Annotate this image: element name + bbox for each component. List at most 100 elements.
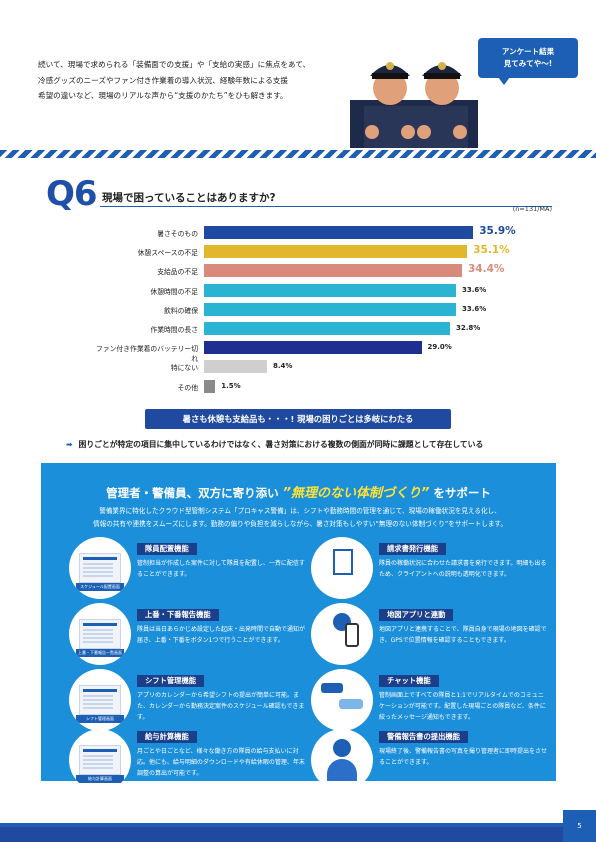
bubble-line: 見てみてや〜!: [503, 59, 553, 68]
feature-card: 上番・下番報告機能 隊員は当日あらかじめ設定した起床・出発時間で自動で通知が届き…: [137, 609, 305, 671]
bar-value-label: 1.5%: [221, 381, 241, 390]
feature-card: シフト管理機能 アプリのカレンダーから希望シフトの提出が簡単に可能。また、カレン…: [137, 675, 305, 737]
phone-map-icon: [345, 623, 359, 647]
bar-value-label: 29.0%: [427, 343, 452, 352]
feature-title: シフト管理機能: [137, 675, 205, 687]
page-number: 5: [563, 810, 596, 842]
thumbnail-tag: シフト管理画面: [76, 715, 124, 723]
q6-bar-chart: 暑さそのもの 35.9% 休憩スペースの不足 35.1% 支給品の不足 34.4% 休憩時間…: [90, 225, 530, 401]
speech-bubble: アンケート結果 見てみてや〜!: [478, 38, 578, 85]
bar-category-label: 特にない: [170, 364, 198, 373]
chat-bubble-icon: [321, 683, 343, 693]
sample-note: (n=131/MA): [512, 205, 552, 213]
arrow-right-icon: ➡: [66, 440, 73, 449]
question-underline: [100, 206, 552, 207]
feature-card: 請求書発行機能 隊員の稼働状況に合わせた請求書を発行できます。明細も出るため、ク…: [379, 543, 547, 605]
bar-category-label: 休憩スペースの不足: [137, 249, 198, 258]
person-icon: [333, 739, 351, 757]
bar-value-label: 8.4%: [273, 362, 293, 371]
chat-bubble-icon: [339, 699, 363, 709]
intro-text: 続いて、現場で求められる「装備面での支援」や「支給の実感」に焦点をあて、 冷感グ…: [38, 57, 338, 104]
panel-title-pre: 管理者・警備員、双方に寄り添い: [106, 486, 279, 500]
conclusion-text: 困りごとが特定の項目に集中しているわけではなく、暑さ対策における複数の側面が同時…: [78, 440, 484, 449]
screen-icon: [79, 685, 121, 715]
feature-body: 月ごとや日ごとなど、様々な働き方の隊員の給与支払いに対応。他にも、給与明細のダウ…: [137, 748, 305, 777]
bar: [204, 226, 474, 239]
stripe-divider: [0, 150, 596, 158]
conclusion: ➡ 困りごとが特定の項目に集中しているわけではなく、暑さ対策における複数の側面が同…: [66, 439, 483, 450]
bubble-line: アンケート結果: [501, 47, 555, 56]
thumbnail-tag: 給与計算画面: [76, 775, 124, 783]
bar-value-label: 32.8%: [456, 324, 481, 332]
bar-value-label: 33.6%: [462, 285, 487, 294]
feature-thumbnail: [311, 537, 373, 599]
page-footer: [0, 823, 596, 842]
feature-thumbnail: [311, 669, 373, 731]
bar-value-label: 35.1%: [473, 244, 510, 257]
screen-icon: [79, 553, 121, 583]
feature-thumbnail: スケジュール配置画面: [69, 537, 131, 599]
intro-line: 冷感グッズのニーズやファン付き作業着の導入状況、経験年数による支援: [38, 75, 288, 85]
feature-body: 隊員の稼働状況に合わせた請求書を発行できます。明細も出るため、クライアントへの説…: [379, 560, 547, 578]
feature-title: 地図アプリと連動: [379, 609, 454, 621]
feature-title: チャット機能: [379, 675, 439, 687]
guards-illustration: [350, 62, 478, 148]
bar-category-label: 暑さそのもの: [157, 230, 198, 238]
panel-title: 管理者・警備員、双方に寄り添い ”無理のない体制づくり” をサポート: [41, 482, 556, 501]
question-number: Q6: [46, 174, 98, 214]
feature-body: 管制画面上ですべての隊員と1:1でリアルタイムでのコミュニケーションが可能です。…: [379, 692, 546, 721]
bar: [204, 283, 456, 297]
panel-lead-line: 情報の共有や連携をスムーズにします。勤務の偏りや負担を減らしながら、暑さ対策もし…: [93, 520, 507, 528]
feature-title: 請求書発行機能: [379, 543, 447, 555]
feature-body: 現場終了後、警備報告書の写真を撮り管理者に即時提出をさせることができます。: [379, 748, 548, 766]
invoice-icon: [333, 549, 353, 575]
person-body-icon: [327, 759, 357, 781]
screen-icon: [79, 745, 121, 775]
feature-thumbnail: 給与計算画面: [69, 729, 131, 791]
bar: [204, 322, 450, 335]
bar-category-label: その他: [177, 383, 198, 392]
feature-body: 管制担当が作成した案件に対して隊員を配置し、一斉に配信することができます。: [137, 560, 305, 578]
question-title: 現場で困っていることはありますか?: [102, 192, 276, 204]
feature-card: 隊員配置機能 管制担当が作成した案件に対して隊員を配置し、一斉に配信することがで…: [137, 543, 305, 605]
feature-body: 地図アプリと連携することで、隊員自身で現場の地図を確認でき、GPSで位置情報を確…: [379, 626, 547, 644]
feature-thumbnail: [311, 603, 373, 665]
bar-value-label: 33.6%: [462, 304, 487, 313]
feature-title: 警備報告書の提出機能: [379, 731, 468, 743]
panel-title-highlight: ”無理のない体制づくり”: [282, 486, 430, 501]
feature-body: 隊員は当日あらかじめ設定した起床・出発時間で自動で通知が届き、上番・下番をボタン…: [137, 626, 306, 644]
feature-title: 隊員配置機能: [137, 543, 197, 555]
feature-panel: 管理者・警備員、双方に寄り添い ”無理のない体制づくり” をサポート 警備業界に…: [41, 463, 556, 791]
bar-category-label: 作業時間の長さ: [150, 326, 198, 334]
intro-line: 希望の違いなど、現場のリアルな声から“支援のかたち”をひも解きます。: [38, 91, 288, 100]
bar: [204, 302, 456, 316]
feature-card: チャット機能 管制画面上ですべての隊員と1:1でリアルタイムでのコミュニケーショ…: [379, 675, 547, 737]
summary-banner: 暑さも休憩も支給品も・・・! 現場の困りごとは多岐にわたる: [145, 409, 451, 429]
bar: [204, 245, 468, 259]
thumbnail-tag: スケジュール配置画面: [76, 583, 124, 591]
bar: [204, 360, 267, 374]
feature-thumbnail: シフト管理画面: [69, 669, 131, 731]
feature-thumbnail: 上番・下番報告一覧画面: [69, 603, 131, 665]
intro-line: 続いて、現場で求められる「装備面での支援」や「支給の実感」に焦点をあて、: [38, 60, 311, 69]
bar-value-label: 34.4%: [468, 263, 505, 276]
feature-card: 地図アプリと連動 地図アプリと連携することで、隊員自身で現場の地図を確認でき、G…: [379, 609, 547, 671]
bar-category-label: 飲料の確保: [164, 306, 198, 315]
feature-thumbnail: [311, 729, 373, 791]
bar-category-label: ファン付き作業着のバッテリー切れ: [96, 345, 198, 364]
bar-category-label: 支給品の不足: [157, 268, 198, 277]
screen-icon: [79, 619, 121, 649]
feature-card: 警備報告書の提出機能 現場終了後、警備報告書の写真を撮り管理者に即時提出をさせる…: [379, 731, 547, 793]
panel-lead-line: 警備業界に特化したクラウド型管制システム「プロキャス警備」は、シフトや勤務時間の…: [99, 507, 501, 515]
panel-lead: 警備業界に特化したクラウド型管制システム「プロキャス警備」は、シフトや勤務時間の…: [65, 505, 535, 531]
bar: [204, 264, 462, 278]
bar-value-label: 35.9%: [479, 225, 516, 237]
bar-category-label: 休憩時間の不足: [150, 287, 198, 296]
feature-body: アプリのカレンダーから希望シフトの提出が簡単に可能。また、カレンダーから勤務決定…: [137, 692, 305, 721]
thumbnail-tag: 上番・下番報告一覧画面: [76, 649, 124, 657]
panel-title-post: をサポート: [433, 486, 491, 500]
feature-card: 給与計算機能 月ごとや日ごとなど、様々な働き方の隊員の給与支払いに対応。他にも、…: [137, 731, 305, 793]
feature-title: 給与計算機能: [137, 731, 197, 743]
bar: [204, 379, 216, 393]
feature-title: 上番・下番報告機能: [137, 609, 219, 621]
